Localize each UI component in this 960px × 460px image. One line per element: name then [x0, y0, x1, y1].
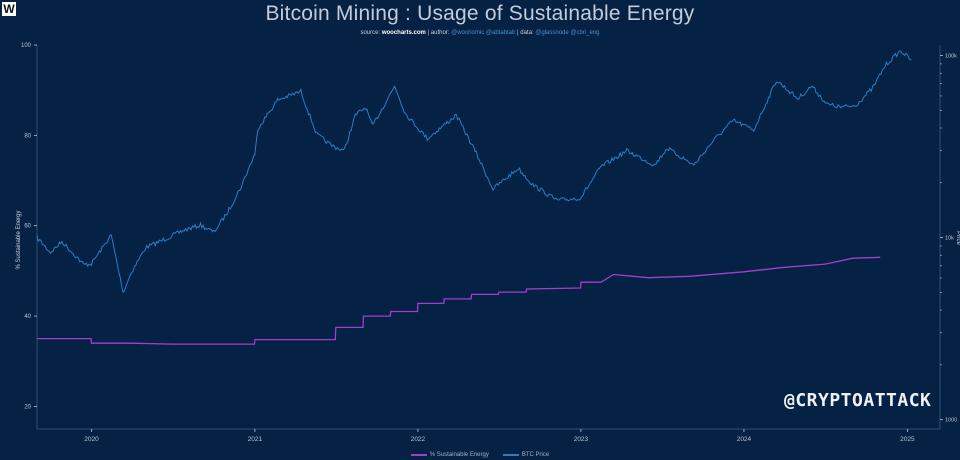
y-tick-label: 80 [24, 133, 31, 139]
credits-data-value[interactable]: @glassnode @cbri_eng [535, 30, 600, 36]
y-axis-title: % Sustainable Energy [16, 210, 22, 269]
credits-separator: | [517, 30, 521, 36]
y2-tick-label: 10k [945, 236, 954, 242]
y2-tick-label: 1000 [945, 418, 957, 424]
legend-label-sustainable: % Sustainable Energy [429, 452, 489, 458]
y2-tick-label: 100k [945, 54, 957, 60]
chart-legend: % Sustainable Energy BTC Price [0, 452, 960, 458]
credits-author-label: author: [430, 30, 450, 36]
x-tick-label: 2021 [248, 436, 263, 443]
x-tick-label: 2020 [84, 436, 99, 443]
legend-swatch-sustainable [410, 454, 427, 456]
watermark: @CRYPTOATTACK [784, 390, 932, 411]
x-tick-label: 2023 [574, 436, 589, 443]
logo: W [2, 2, 16, 16]
legend-item-btc[interactable]: BTC Price [502, 452, 550, 458]
y-tick-label: 40 [24, 314, 31, 320]
series-line-sustainable-energy [37, 256, 881, 345]
credits-data-label: data: [520, 30, 534, 36]
credits-author-value[interactable]: @woonomic @abtabtab [451, 30, 516, 36]
x-tick-label: 2022 [411, 436, 426, 443]
legend-item-sustainable[interactable]: % Sustainable Energy [410, 452, 489, 458]
x-tick-label: 2024 [737, 436, 752, 443]
legend-swatch-btc [502, 454, 519, 456]
legend-label-btc: BTC Price [521, 452, 550, 458]
credits-separator: | [427, 30, 431, 36]
y-tick-label: 100 [21, 43, 32, 49]
y-tick-label: 60 [24, 224, 31, 230]
series-line-btc-price [36, 50, 912, 294]
y-tick-label: 20 [24, 404, 31, 410]
credits-source-link[interactable]: woocharts.com [381, 30, 426, 36]
y2-axis-title: Price [955, 231, 960, 245]
credits-source-label: source: [360, 30, 381, 36]
chart-title: Bitcoin Mining : Usage of Sustainable En… [265, 2, 695, 25]
chart-credits: source: woocharts.com | author: @woonomi… [0, 30, 960, 36]
x-tick-label: 2025 [900, 436, 915, 443]
